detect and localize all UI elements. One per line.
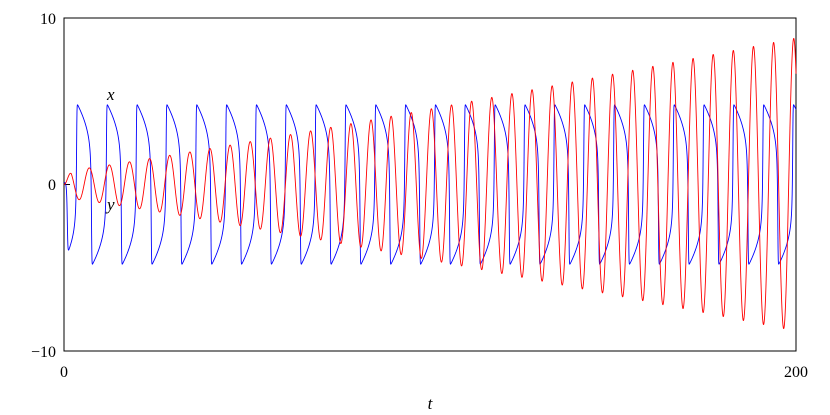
y-tick-label-0: 0 bbox=[48, 177, 56, 194]
series-label-x: x bbox=[106, 85, 115, 104]
series-line-y bbox=[63, 37, 797, 330]
y-tick-label-neg10: −10 bbox=[31, 344, 56, 361]
series-label-y: y bbox=[105, 195, 115, 214]
y-tick-label-10: 10 bbox=[40, 11, 56, 28]
x-tick-label-200: 200 bbox=[784, 364, 808, 381]
tick-marks bbox=[63, 17, 797, 352]
series-lines bbox=[63, 37, 797, 330]
x-axis-label: t bbox=[428, 394, 434, 413]
series-line-x bbox=[63, 104, 797, 265]
x-tick-label-0: 0 bbox=[60, 364, 68, 381]
plot-frame bbox=[63, 17, 797, 352]
